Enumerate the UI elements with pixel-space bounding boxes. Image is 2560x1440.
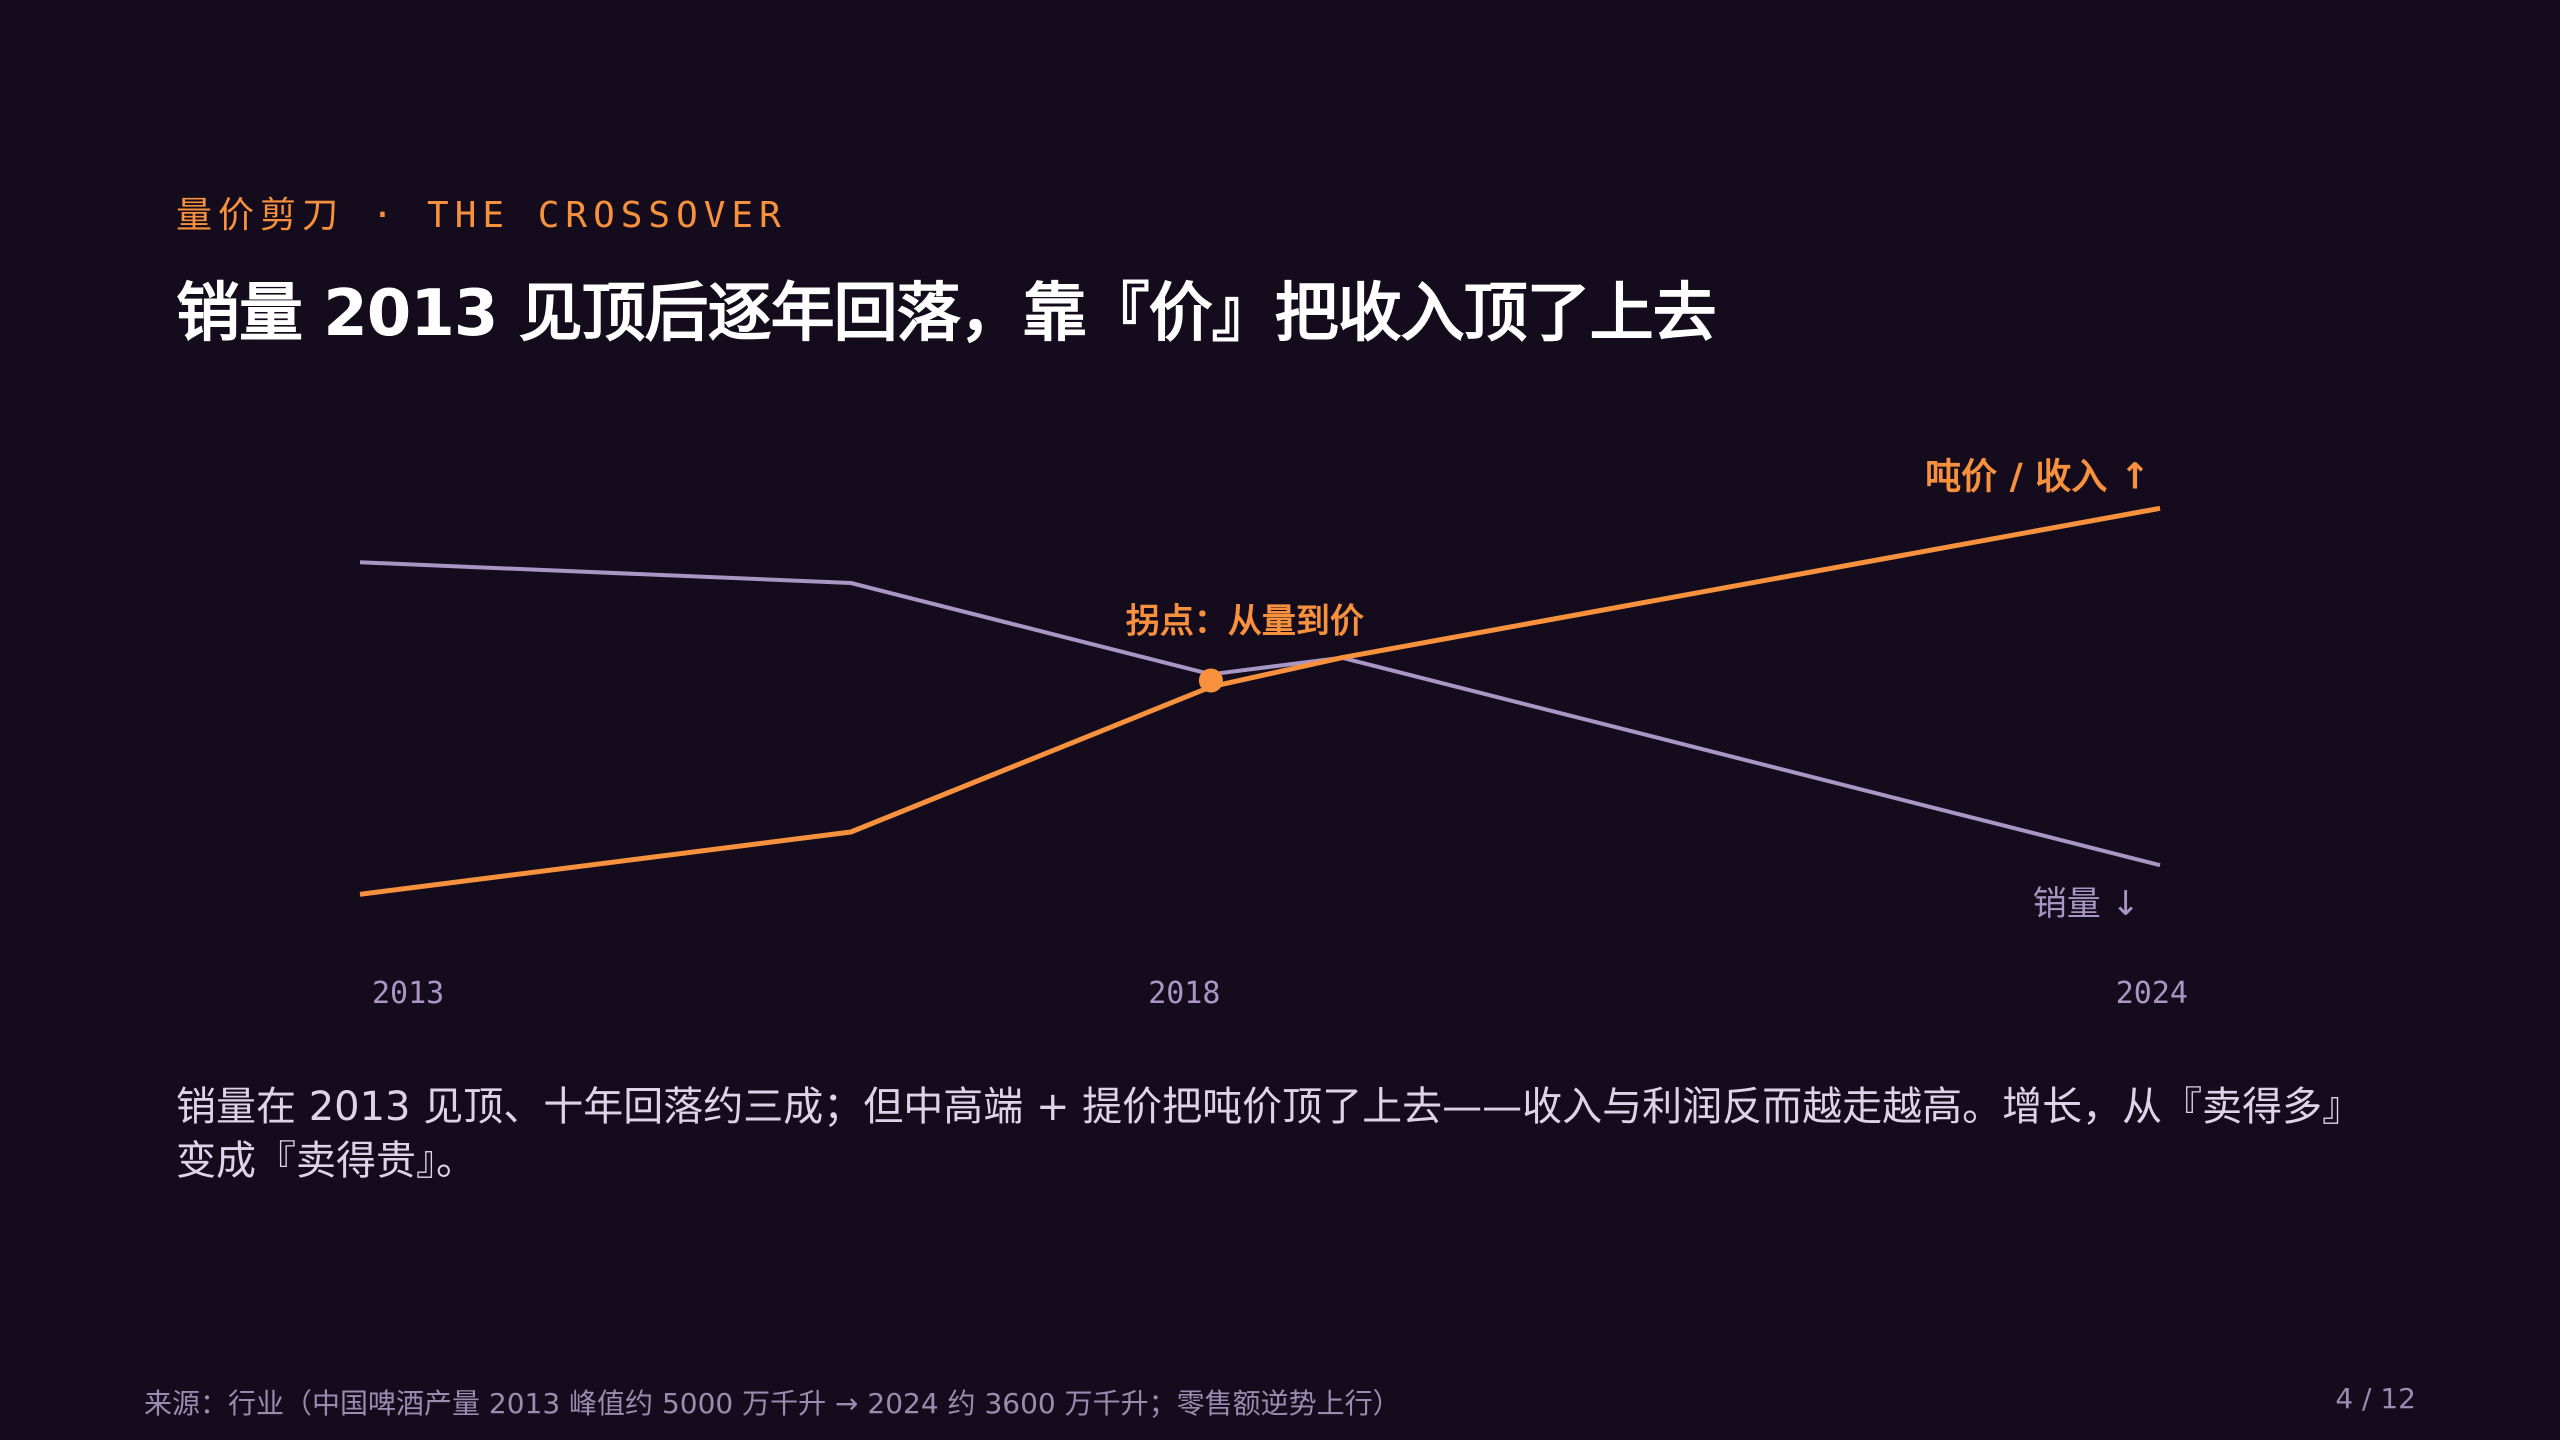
crossover-point — [1198, 668, 1223, 693]
series-line-price — [359, 505, 2161, 897]
series-label-price: 吨价 / 收入 ↑ — [1925, 456, 2150, 497]
series-label-volume: 销量 ↓ — [2033, 884, 2140, 924]
crossover-annotation: 拐点：从量到价 — [1126, 602, 1364, 642]
crossover-chart: 拐点：从量到价 吨价 / 收入 ↑ 销量 ↓ 2013 2018 2024 — [359, 456, 2188, 1011]
page-number: 4 / 12 — [2335, 1382, 2416, 1415]
x-tick-label: 2013 — [372, 976, 444, 1011]
x-tick-label: 2024 — [2116, 976, 2188, 1011]
eyebrow-label: 量价剪刀 · THE CROSSOVER — [176, 195, 787, 236]
summary-paragraph: 销量在 2013 见顶、十年回落约三成；但中高端 + 提价把吨价顶了上去——收入… — [176, 1084, 2343, 1184]
source-note: 来源：行业（中国啤酒产量 2013 峰值约 5000 万千升 → 2024 约 … — [144, 1387, 1401, 1420]
page-title: 销量 2013 见顶后逐年回落，靠『价』把收入顶了上去 — [176, 277, 1717, 351]
x-tick-label: 2018 — [1148, 976, 1220, 1011]
